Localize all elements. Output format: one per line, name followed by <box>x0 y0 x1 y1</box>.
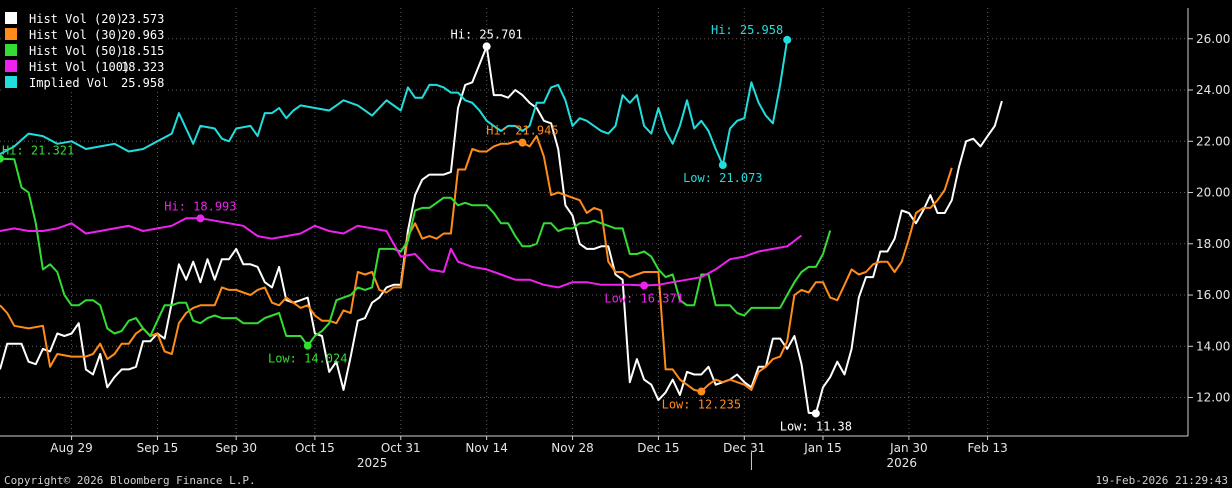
legend-value: 23.573 <box>121 12 164 26</box>
extreme-label: Low: 12.235 <box>662 398 741 412</box>
extreme-marker <box>196 214 205 223</box>
extreme-label: Hi: 25.701 <box>451 27 523 41</box>
legend-value: 25.958 <box>121 76 164 90</box>
extreme-marker <box>482 42 491 51</box>
x-tick-label: Dec 31 <box>723 441 765 455</box>
series-line-hist-vol-100 <box>0 217 803 289</box>
extreme-marker <box>303 341 312 350</box>
year-label: 2026 <box>886 456 917 470</box>
extreme-label: Hi: 21.321 <box>2 144 74 158</box>
x-tick-label: Dec 15 <box>637 441 679 455</box>
y-tick-label: 14.00 <box>1196 339 1230 353</box>
x-tick-label: Sep 15 <box>137 441 179 455</box>
y-tick-label: 22.00 <box>1196 134 1230 148</box>
legend-box <box>2 8 166 92</box>
extreme-marker <box>640 281 649 290</box>
series-line-hist-vol-50 <box>0 157 832 347</box>
legend-value: 20.963 <box>121 28 164 42</box>
copyright-text: Copyright© 2026 Bloomberg Finance L.P. <box>4 474 256 487</box>
legend-value: 18.323 <box>121 60 164 74</box>
extreme-label: Hi: 18.993 <box>164 199 236 213</box>
extreme-marker <box>783 35 792 44</box>
legend-name: Hist Vol (30) <box>29 28 123 42</box>
year-label: 2025 <box>357 456 388 470</box>
x-tick-label: Nov 14 <box>465 441 508 455</box>
y-tick-label: 26.00 <box>1196 32 1230 46</box>
y-tick-label: 24.00 <box>1196 83 1230 97</box>
extreme-label: Low: 11.38 <box>780 419 852 433</box>
extreme-marker <box>718 161 727 170</box>
grid <box>0 8 1188 436</box>
legend-swatch <box>5 12 17 24</box>
y-tick-label: 20.00 <box>1196 186 1230 200</box>
series-lines <box>0 39 1003 415</box>
x-tick-label: Feb 13 <box>967 441 1007 455</box>
series-line-hist-vol-20 <box>0 45 1003 415</box>
legend-swatch <box>5 76 17 88</box>
x-axis: Aug 29 Sep 15 Sep 30 Oct 15 Oct 31 Nov 14 Nov … <box>0 435 1188 470</box>
legend-swatch <box>5 28 17 40</box>
extreme-marker <box>0 154 4 163</box>
y-tick-label: 12.00 <box>1196 391 1230 405</box>
extreme-label: Low: 21.073 <box>683 171 762 185</box>
extreme-label: Hi: 21.945 <box>486 124 558 138</box>
x-tick-label: Nov 28 <box>551 441 594 455</box>
x-tick-label: Oct 15 <box>295 441 335 455</box>
legend-name: Implied Vol <box>29 76 108 90</box>
y-tick-label: 16.00 <box>1196 288 1230 302</box>
legend-value: 18.515 <box>121 44 164 58</box>
x-tick-label: Aug 29 <box>50 441 93 455</box>
x-tick-label: Jan 15 <box>803 441 842 455</box>
legend-swatch <box>5 44 17 56</box>
series-line-implied-vol <box>0 39 789 166</box>
extreme-label: Low: 16.371 <box>604 292 683 306</box>
x-tick-label: Oct 31 <box>381 441 421 455</box>
extreme-label: Hi: 25.958 <box>711 23 783 37</box>
legend: Hist Vol (20)23.573 Hist Vol (30)20.963 Hi… <box>2 8 166 92</box>
extreme-marker <box>697 387 706 396</box>
x-tick-label: Jan 30 <box>889 441 928 455</box>
legend-name: Hist Vol (20) <box>29 12 123 26</box>
legend-swatch <box>5 60 17 72</box>
extreme-marker <box>811 409 820 418</box>
annotations: Hi: 25.701 Low: 11.38 Hi: 21.945 Low: 12.23… <box>0 23 852 433</box>
x-tick-label: Sep 30 <box>215 441 257 455</box>
extreme-marker <box>518 138 527 147</box>
series-line-hist-vol-30 <box>0 135 953 393</box>
y-tick-label: 18.00 <box>1196 237 1230 251</box>
y-axis: 12.00 14.00 16.00 18.00 20.00 22.00 24.00 26.00 <box>1187 8 1230 436</box>
legend-name: Hist Vol (100) <box>29 60 130 74</box>
legend-name: Hist Vol (50) <box>29 44 123 58</box>
extreme-label: Low: 14.024 <box>268 352 347 366</box>
timestamp-text: 19-Feb-2026 21:29:43 <box>1096 474 1228 487</box>
